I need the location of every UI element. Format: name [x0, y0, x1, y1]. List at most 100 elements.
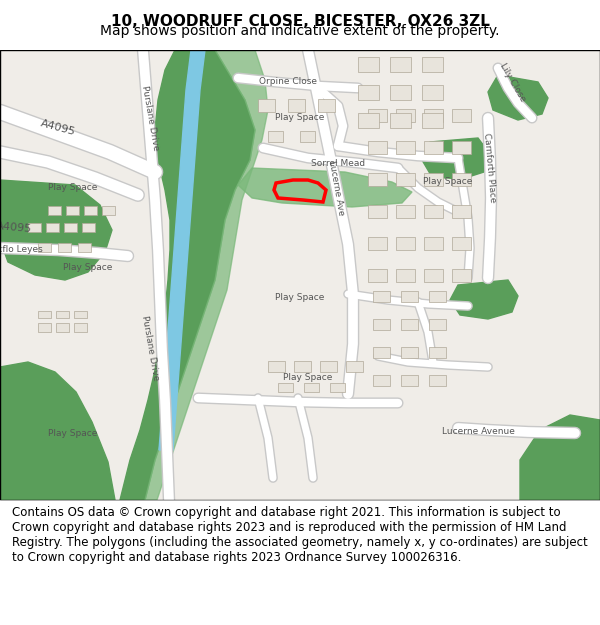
Text: Map shows position and indicative extent of the property.: Map shows position and indicative extent… [100, 24, 500, 38]
Bar [358, 113, 379, 128]
Text: Contains OS data © Crown copyright and database right 2021. This information is : Contains OS data © Crown copyright and d… [12, 506, 588, 564]
Bar [424, 205, 443, 218]
Bar [401, 375, 418, 386]
Bar [429, 291, 446, 302]
Bar [38, 243, 51, 252]
Bar [422, 57, 443, 72]
Bar [452, 237, 471, 250]
Bar [102, 206, 115, 215]
Text: Oxflo Leyes: Oxflo Leyes [0, 246, 43, 254]
Bar [304, 383, 319, 392]
Bar [56, 323, 69, 332]
Bar [58, 243, 71, 252]
Bar [424, 237, 443, 250]
Text: Play Space: Play Space [49, 429, 98, 438]
Bar [78, 243, 91, 252]
Bar [452, 173, 471, 186]
Polygon shape [422, 138, 490, 179]
Polygon shape [159, 50, 205, 450]
Bar [74, 323, 87, 332]
Bar [368, 269, 387, 282]
Text: Play Space: Play Space [283, 374, 332, 382]
Bar [300, 131, 315, 142]
Polygon shape [120, 50, 255, 500]
Text: Purslane Drive: Purslane Drive [140, 85, 160, 151]
Bar [422, 113, 443, 128]
Text: Purslane Drive: Purslane Drive [140, 315, 160, 381]
Bar [452, 141, 471, 154]
Bar [84, 206, 97, 215]
Text: Play Space: Play Space [64, 264, 113, 272]
Bar [396, 141, 415, 154]
Bar [258, 99, 275, 112]
Text: 10, WOODRUFF CLOSE, BICESTER, OX26 3ZL: 10, WOODRUFF CLOSE, BICESTER, OX26 3ZL [110, 14, 490, 29]
Bar [424, 173, 443, 186]
Bar [422, 85, 443, 100]
Bar [48, 206, 61, 215]
Bar [368, 237, 387, 250]
Bar [38, 323, 51, 332]
Bar [396, 205, 415, 218]
Text: Carnforth Place: Carnforth Place [482, 132, 497, 203]
Bar [28, 223, 41, 232]
Bar [424, 269, 443, 282]
Bar [318, 99, 335, 112]
Bar [390, 113, 411, 128]
Bar [373, 291, 390, 302]
Bar [429, 347, 446, 358]
Bar [56, 311, 69, 318]
Bar [373, 375, 390, 386]
Bar [368, 109, 387, 122]
Bar [452, 205, 471, 218]
Polygon shape [450, 280, 518, 319]
Bar [373, 347, 390, 358]
Bar [368, 205, 387, 218]
Bar [46, 223, 59, 232]
Polygon shape [238, 168, 412, 207]
Bar [396, 269, 415, 282]
Bar [373, 319, 390, 330]
Bar [429, 319, 446, 330]
Text: Orpine Close: Orpine Close [259, 78, 317, 86]
Bar [452, 109, 471, 122]
Text: A4095: A4095 [40, 119, 77, 138]
Text: Lucerne Ave: Lucerne Ave [327, 160, 345, 216]
Bar [346, 361, 363, 372]
Text: Lily Close: Lily Close [499, 61, 527, 103]
Text: Play Space: Play Space [275, 294, 325, 302]
Bar [268, 131, 283, 142]
Bar [401, 291, 418, 302]
Bar [401, 319, 418, 330]
Bar [396, 237, 415, 250]
Bar [396, 109, 415, 122]
Bar [390, 57, 411, 72]
Bar [38, 311, 51, 318]
Text: A4095: A4095 [0, 221, 32, 234]
Bar [401, 347, 418, 358]
Bar [64, 223, 77, 232]
Bar [358, 85, 379, 100]
Bar [424, 109, 443, 122]
Bar [278, 383, 293, 392]
Polygon shape [0, 180, 112, 280]
Bar [429, 375, 446, 386]
Bar [358, 57, 379, 72]
Bar [82, 223, 95, 232]
Bar [268, 361, 285, 372]
Polygon shape [488, 75, 548, 120]
Bar [294, 361, 311, 372]
Bar [330, 383, 345, 392]
Bar [452, 269, 471, 282]
Bar [424, 141, 443, 154]
Bar [368, 173, 387, 186]
Bar [390, 85, 411, 100]
Bar [320, 361, 337, 372]
Polygon shape [145, 50, 268, 500]
Bar [396, 173, 415, 186]
Text: Play Space: Play Space [275, 114, 325, 122]
Bar [74, 311, 87, 318]
Text: Play Space: Play Space [424, 177, 473, 186]
Bar [368, 141, 387, 154]
Polygon shape [520, 415, 600, 500]
Bar [288, 99, 305, 112]
